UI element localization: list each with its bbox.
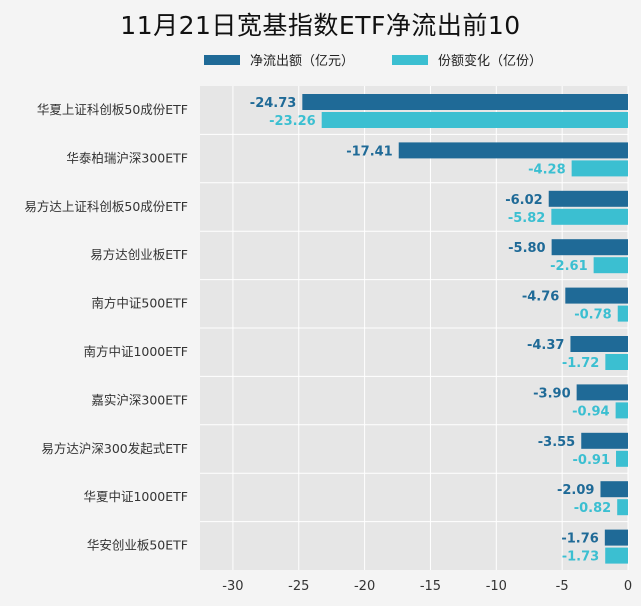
bar-share bbox=[551, 208, 628, 225]
data-label-flow: -3.90 bbox=[533, 386, 570, 401]
x-tick-label: -10 bbox=[486, 579, 507, 594]
x-tick-label: -15 bbox=[420, 579, 441, 594]
bar-flow bbox=[548, 190, 628, 207]
data-label-flow: -3.55 bbox=[538, 435, 575, 450]
category-label: 易方达创业板ETF bbox=[90, 247, 188, 262]
category-label: 华泰柏瑞沪深300ETF bbox=[66, 150, 188, 165]
data-label-share: -0.82 bbox=[574, 501, 611, 516]
x-tick-label: -5 bbox=[556, 579, 569, 594]
bar-flow bbox=[581, 432, 628, 449]
category-label: 嘉实沪深300ETF bbox=[91, 392, 188, 407]
bar-share bbox=[571, 160, 628, 177]
category-label: 易方达沪深300发起式ETF bbox=[41, 441, 188, 456]
category-label: 华夏中证1000ETF bbox=[83, 489, 188, 504]
data-label-share: -1.73 bbox=[562, 550, 599, 565]
category-label: 华安创业板50ETF bbox=[87, 538, 188, 553]
chart-title: 11月21日宽基指数ETF净流出前10 bbox=[120, 11, 521, 40]
category-label: 南方中证1000ETF bbox=[83, 344, 188, 359]
bar-share bbox=[593, 257, 628, 274]
bar-share bbox=[617, 305, 628, 322]
x-tick-label: -25 bbox=[288, 579, 309, 594]
bar-share bbox=[617, 499, 628, 516]
bar-share bbox=[321, 112, 628, 128]
bar-flow bbox=[302, 94, 628, 110]
data-label-flow: -1.76 bbox=[561, 532, 598, 547]
bar-share bbox=[616, 450, 628, 467]
data-label-share: -0.94 bbox=[572, 404, 609, 419]
data-label-flow: -17.41 bbox=[346, 144, 393, 159]
data-label-flow: -24.73 bbox=[250, 96, 297, 111]
bar-flow bbox=[551, 239, 628, 256]
data-label-flow: -2.09 bbox=[557, 483, 594, 498]
data-label-share: -2.61 bbox=[550, 259, 587, 274]
bar-flow bbox=[600, 481, 628, 498]
data-label-share: -4.28 bbox=[528, 162, 565, 177]
data-label-share: -5.82 bbox=[508, 211, 545, 226]
data-label-share: -0.91 bbox=[573, 453, 610, 468]
data-label-flow: -4.76 bbox=[522, 290, 559, 305]
legend-item-flow: 净流出额（亿元） bbox=[204, 50, 354, 69]
x-tick-label: -20 bbox=[354, 579, 375, 594]
category-label: 南方中证500ETF bbox=[91, 296, 188, 311]
x-tick-label: 0 bbox=[624, 579, 632, 594]
bar-share bbox=[605, 547, 628, 564]
data-label-flow: -5.80 bbox=[508, 241, 545, 256]
data-label-share: -1.72 bbox=[562, 356, 599, 371]
data-label-share: -0.78 bbox=[574, 308, 611, 323]
legend-label-flow: 净流出额（亿元） bbox=[250, 54, 355, 69]
bar-flow bbox=[576, 384, 628, 401]
data-label-share: -23.26 bbox=[269, 114, 316, 129]
legend-item-share: 份额变化（亿份） bbox=[392, 50, 542, 69]
bar-flow bbox=[604, 529, 628, 546]
bar-share bbox=[615, 402, 628, 419]
category-label: 易方达上证科创板50成份ETF bbox=[24, 199, 188, 214]
legend: 净流出额（亿元） 份额变化（亿份） bbox=[204, 50, 542, 69]
bar-flow bbox=[570, 336, 628, 352]
data-label-flow: -4.37 bbox=[527, 338, 564, 353]
legend-swatch-flow bbox=[204, 54, 240, 65]
bar-flow bbox=[398, 142, 628, 159]
data-label-flow: -6.02 bbox=[505, 193, 542, 208]
x-tick-label: -30 bbox=[222, 579, 243, 594]
legend-swatch-share bbox=[392, 54, 429, 65]
category-label: 华夏上证科创板50成份ETF bbox=[37, 102, 188, 117]
bar-flow bbox=[565, 287, 628, 304]
bar-share bbox=[605, 354, 628, 370]
legend-label-share: 份额变化（亿份） bbox=[438, 54, 543, 69]
